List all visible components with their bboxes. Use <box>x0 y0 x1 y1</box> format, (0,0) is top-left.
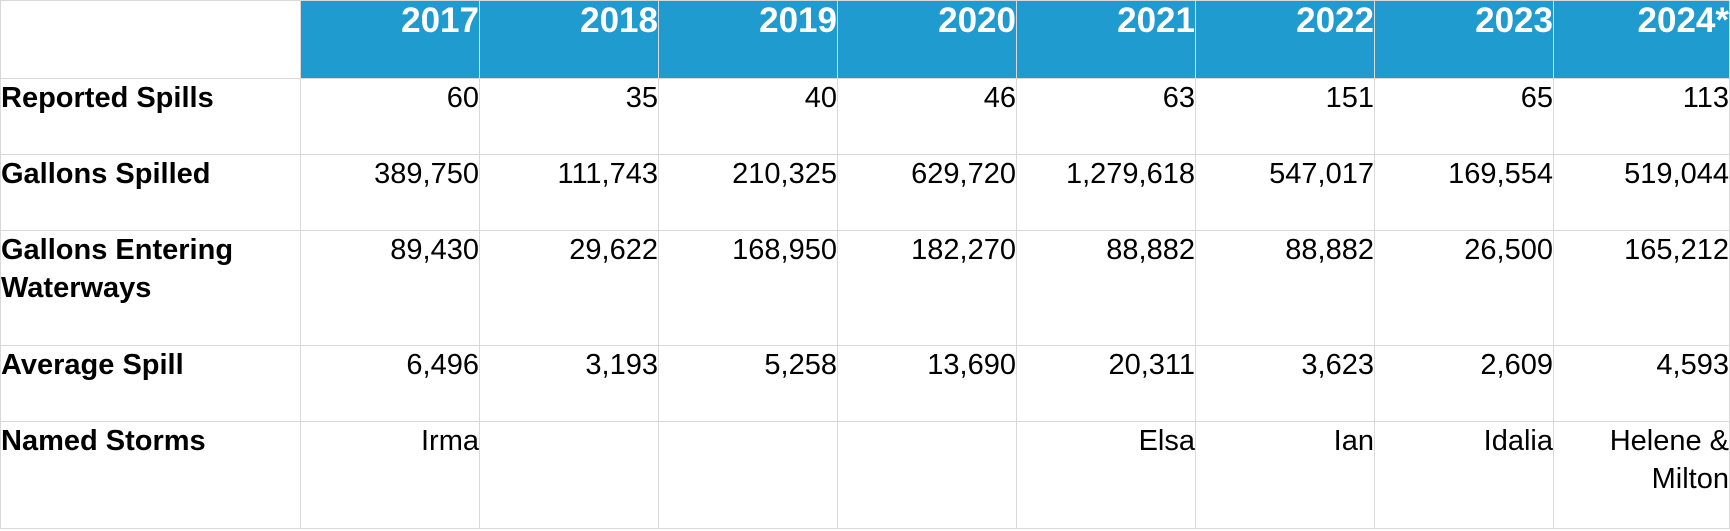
table-cell: 151 <box>1195 78 1375 155</box>
table-cell: 40 <box>658 78 838 155</box>
table-cell: 4,593 <box>1553 345 1730 422</box>
table-cell: Irma <box>300 421 480 529</box>
year-header: 2023 <box>1374 0 1554 79</box>
header-row: 2017 2018 2019 2020 2021 2022 2023 2024* <box>0 0 1730 79</box>
table-cell: Idalia <box>1374 421 1554 529</box>
table-cell: 3,623 <box>1195 345 1375 422</box>
table-cell: 65 <box>1374 78 1554 155</box>
table-cell: 169,554 <box>1374 154 1554 231</box>
table-cell: 165,212 <box>1553 230 1730 346</box>
table-cell: 1,279,618 <box>1016 154 1196 231</box>
table-cell: 519,044 <box>1553 154 1730 231</box>
table-cell: 389,750 <box>300 154 480 231</box>
table-cell <box>479 421 659 529</box>
year-header: 2021 <box>1016 0 1196 79</box>
year-header: 2022 <box>1195 0 1375 79</box>
table-cell <box>658 421 838 529</box>
table-cell: 111,743 <box>479 154 659 231</box>
table-cell: 3,193 <box>479 345 659 422</box>
table-cell: Helene & Milton <box>1553 421 1730 529</box>
table-cell: 60 <box>300 78 480 155</box>
row-label: Gallons Spilled <box>0 154 301 231</box>
table-cell: 88,882 <box>1195 230 1375 346</box>
table-cell: 547,017 <box>1195 154 1375 231</box>
row-label: Gallons Entering Waterways <box>0 230 301 346</box>
table-cell: 46 <box>837 78 1017 155</box>
year-header: 2017 <box>300 0 480 79</box>
table-cell: 2,609 <box>1374 345 1554 422</box>
table-cell: 35 <box>479 78 659 155</box>
table-cell: 88,882 <box>1016 230 1196 346</box>
row-label: Named Storms <box>0 421 301 529</box>
table-row: Named Storms Irma Elsa Ian Idalia Helene… <box>0 421 1730 529</box>
table-cell: 210,325 <box>658 154 838 231</box>
table-cell: Ian <box>1195 421 1375 529</box>
table-row: Average Spill 6,496 3,193 5,258 13,690 2… <box>0 345 1730 422</box>
table-cell: 89,430 <box>300 230 480 346</box>
table-cell <box>837 421 1017 529</box>
row-label: Reported Spills <box>0 78 301 155</box>
table-cell: 63 <box>1016 78 1196 155</box>
table-cell: 168,950 <box>658 230 838 346</box>
table-row: Reported Spills 60 35 40 46 63 151 65 11… <box>0 78 1730 155</box>
table-cell: 629,720 <box>837 154 1017 231</box>
corner-cell <box>0 0 301 79</box>
year-header: 2024* <box>1553 0 1730 79</box>
year-header: 2018 <box>479 0 659 79</box>
year-header: 2020 <box>837 0 1017 79</box>
table-row: Gallons Spilled 389,750 111,743 210,325 … <box>0 154 1730 231</box>
table-cell: 20,311 <box>1016 345 1196 422</box>
table-cell: 113 <box>1553 78 1730 155</box>
table-cell: 182,270 <box>837 230 1017 346</box>
table-cell: 6,496 <box>300 345 480 422</box>
row-label: Average Spill <box>0 345 301 422</box>
year-header: 2019 <box>658 0 838 79</box>
table-row: Gallons Entering Waterways 89,430 29,622… <box>0 230 1730 346</box>
table-cell: 5,258 <box>658 345 838 422</box>
table-cell: Elsa <box>1016 421 1196 529</box>
table-cell: 26,500 <box>1374 230 1554 346</box>
table-cell: 13,690 <box>837 345 1017 422</box>
table-cell: 29,622 <box>479 230 659 346</box>
